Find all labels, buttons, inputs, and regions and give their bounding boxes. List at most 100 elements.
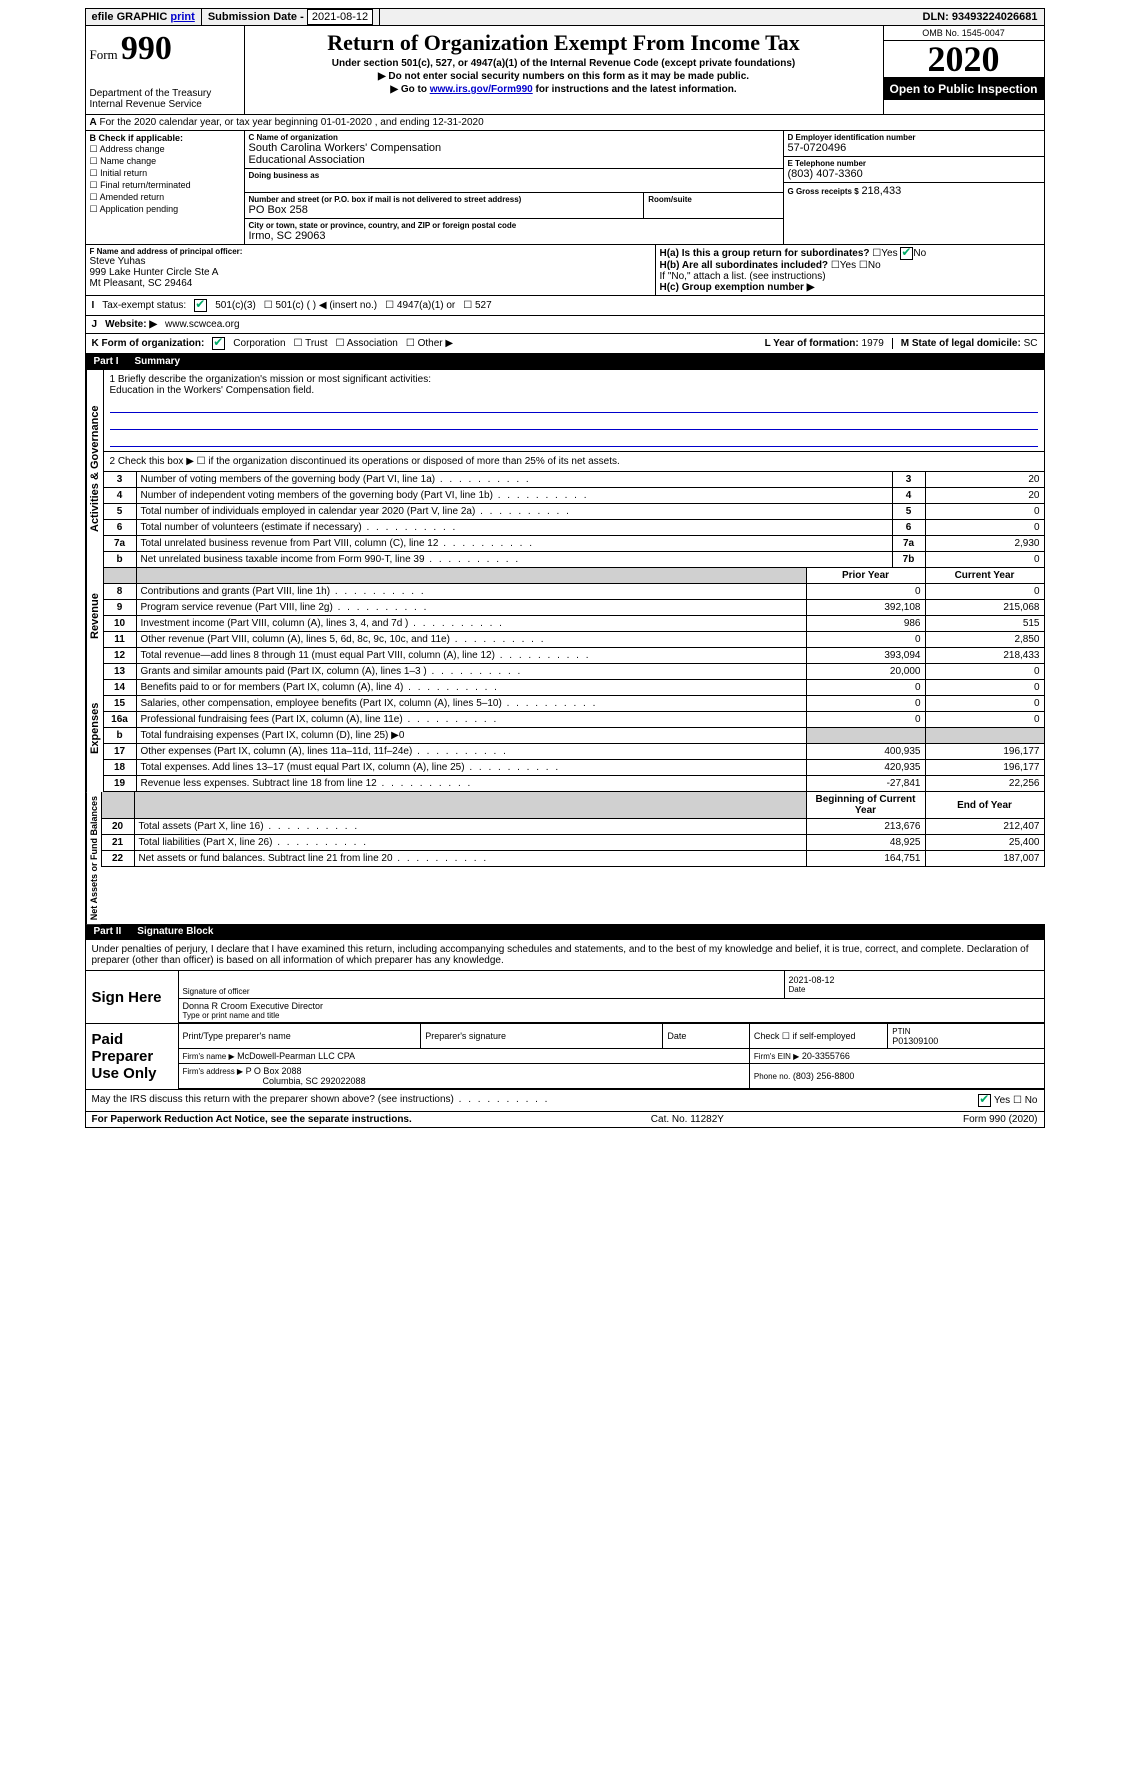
- form-subtitle: Under section 501(c), 527, or 4947(a)(1)…: [249, 58, 879, 69]
- ein-value: 57-0720496: [788, 142, 1040, 154]
- part1-title: Summary: [135, 356, 181, 367]
- chk-app-pending[interactable]: Application pending: [100, 204, 179, 214]
- ptin-label: PTIN: [892, 1027, 910, 1036]
- governance-table: 3Number of voting members of the governi…: [103, 472, 1045, 568]
- hb-no[interactable]: No: [868, 260, 881, 271]
- org-name1: South Carolina Workers' Compensation: [249, 142, 779, 154]
- phone-value: (803) 407-3360: [788, 168, 1040, 180]
- ptin-value: P01309100: [892, 1036, 938, 1046]
- officer-printed-name: Donna R Croom Executive Director: [183, 1001, 1040, 1011]
- firm-ein-label: Firm's EIN ▶: [754, 1052, 799, 1061]
- sign-here-label: Sign Here: [86, 971, 179, 1023]
- ha-yes[interactable]: Yes: [881, 248, 897, 259]
- officer-h-row: F Name and address of principal officer:…: [85, 245, 1045, 296]
- gross-label: G Gross receipts $: [788, 187, 859, 196]
- open-public-badge: Open to Public Inspection: [884, 78, 1044, 100]
- chk-amended[interactable]: Amended return: [100, 192, 165, 202]
- prep-date-label: Date: [663, 1024, 750, 1049]
- opt-4947[interactable]: 4947(a)(1) or: [397, 300, 455, 311]
- form-title: Return of Organization Exempt From Incom…: [249, 30, 879, 56]
- printed-name-label: Type or print name and title: [183, 1011, 1040, 1020]
- print-link[interactable]: print: [170, 11, 194, 23]
- chk-final-return[interactable]: Final return/terminated: [100, 180, 191, 190]
- addr-value: PO Box 258: [249, 204, 640, 216]
- ha-no-check[interactable]: [900, 247, 913, 260]
- tax-status-row: I Tax-exempt status: 501(c)(3) ☐ 501(c) …: [85, 296, 1045, 316]
- addr-label: Number and street (or P.O. box if mail i…: [249, 195, 640, 204]
- section-exp-label: Expenses: [86, 664, 103, 792]
- form-word: Form: [90, 47, 118, 62]
- expenses-table: 13Grants and similar amounts paid (Part …: [103, 664, 1045, 792]
- opt-trust[interactable]: Trust: [305, 338, 327, 349]
- dba-label: Doing business as: [249, 171, 779, 180]
- firm-phone: (803) 256-8800: [793, 1071, 855, 1081]
- sig-officer-label: Signature of officer: [183, 987, 780, 996]
- ein-label: D Employer identification number: [788, 133, 1040, 142]
- opt-association[interactable]: Association: [347, 338, 398, 349]
- perjury-text: Under penalties of perjury, I declare th…: [85, 940, 1045, 971]
- boxm-label: M State of legal domicile:: [901, 338, 1021, 349]
- boxm-value: SC: [1024, 338, 1038, 349]
- firm-ein: 20-3355766: [802, 1051, 850, 1061]
- dln-label: DLN:: [923, 11, 949, 23]
- submission-label: Submission Date -: [208, 11, 304, 23]
- opt-527[interactable]: 527: [475, 300, 492, 311]
- ha-label: H(a) Is this a group return for subordin…: [660, 248, 870, 259]
- discuss-row: May the IRS discuss this return with the…: [85, 1090, 1045, 1112]
- chk-name-change[interactable]: Name change: [100, 156, 156, 166]
- k-l-m-row: K Form of organization: Corporation ☐ Tr…: [85, 334, 1045, 354]
- sign-date-label: Date: [789, 985, 1040, 994]
- opt-501c[interactable]: 501(c) ( ) ◀ (insert no.): [276, 300, 378, 311]
- chk-initial-return[interactable]: Initial return: [100, 168, 147, 178]
- phone-label: E Telephone number: [788, 159, 1040, 168]
- website-label: Website: ▶: [105, 319, 157, 330]
- firm-addr1: P O Box 2088: [246, 1066, 302, 1076]
- dln-value: 93493224026681: [952, 11, 1038, 23]
- ha-no: No: [913, 248, 926, 259]
- note2-post: for instructions and the latest informat…: [536, 84, 737, 95]
- net-assets-table: Beginning of Current YearEnd of Year20To…: [101, 792, 1045, 867]
- boxb-title: B Check if applicable:: [90, 133, 184, 143]
- discuss-yes-check[interactable]: [978, 1094, 991, 1107]
- revenue-table: Prior YearCurrent Year8Contributions and…: [103, 568, 1045, 664]
- boxj-j: J: [92, 319, 98, 330]
- tax-year: 2020: [884, 41, 1044, 78]
- opt-other[interactable]: Other ▶: [418, 338, 453, 349]
- website-value: www.scwcea.org: [165, 319, 239, 330]
- discuss-q: May the IRS discuss this return with the…: [92, 1094, 550, 1107]
- section-net-label: Net Assets or Fund Balances: [86, 792, 101, 924]
- officer-addr1: 999 Lake Hunter Circle Ste A: [90, 267, 651, 278]
- chk-address-change[interactable]: Address change: [100, 144, 165, 154]
- hb-label: H(b) Are all subordinates included?: [660, 260, 829, 271]
- dept-line1: Department of the Treasury: [90, 88, 240, 99]
- discuss-no[interactable]: No: [1025, 1095, 1038, 1106]
- discuss-yes: Yes: [994, 1095, 1010, 1106]
- boxk-label: K Form of organization:: [92, 338, 205, 349]
- instructions-link[interactable]: www.irs.gov/Form990: [430, 84, 533, 95]
- mission-block: 1 Briefly describe the organization's mi…: [103, 370, 1045, 452]
- part2-header: Part II Signature Block: [85, 924, 1045, 940]
- section-rev-label: Revenue: [86, 568, 103, 664]
- hc-label: H(c) Group exemption number ▶: [660, 282, 815, 293]
- officer-addr2: Mt Pleasant, SC 29464: [90, 278, 651, 289]
- hb-note: If "No," attach a list. (see instruction…: [660, 271, 1040, 282]
- chk-501c3[interactable]: [194, 299, 207, 312]
- boxf-label: F Name and address of principal officer:: [90, 247, 651, 256]
- org-name2: Educational Association: [249, 154, 779, 166]
- section-gov-label: Activities & Governance: [86, 370, 103, 568]
- period-row: A For the 2020 calendar year, or tax yea…: [85, 115, 1045, 131]
- chk-corporation[interactable]: [212, 337, 225, 350]
- mission-a: Education in the Workers' Compensation f…: [110, 385, 1038, 396]
- gross-value: 218,433: [861, 185, 901, 197]
- page-footer: For Paperwork Reduction Act Notice, see …: [85, 1112, 1045, 1128]
- boxi-label: Tax-exempt status:: [102, 300, 186, 311]
- submission-date: 2021-08-12: [307, 9, 373, 25]
- self-emp-label: Check ☐ if self-employed: [749, 1024, 887, 1049]
- city-value: Irmo, SC 29063: [249, 230, 779, 242]
- opt-501c3: 501(c)(3): [215, 300, 256, 311]
- officer-name: Steve Yuhas: [90, 256, 651, 267]
- footer-right: Form 990 (2020): [963, 1114, 1037, 1125]
- hb-yes[interactable]: Yes: [840, 260, 856, 271]
- part2-title: Signature Block: [137, 926, 213, 937]
- identity-block: B Check if applicable: ☐ Address change …: [85, 131, 1045, 245]
